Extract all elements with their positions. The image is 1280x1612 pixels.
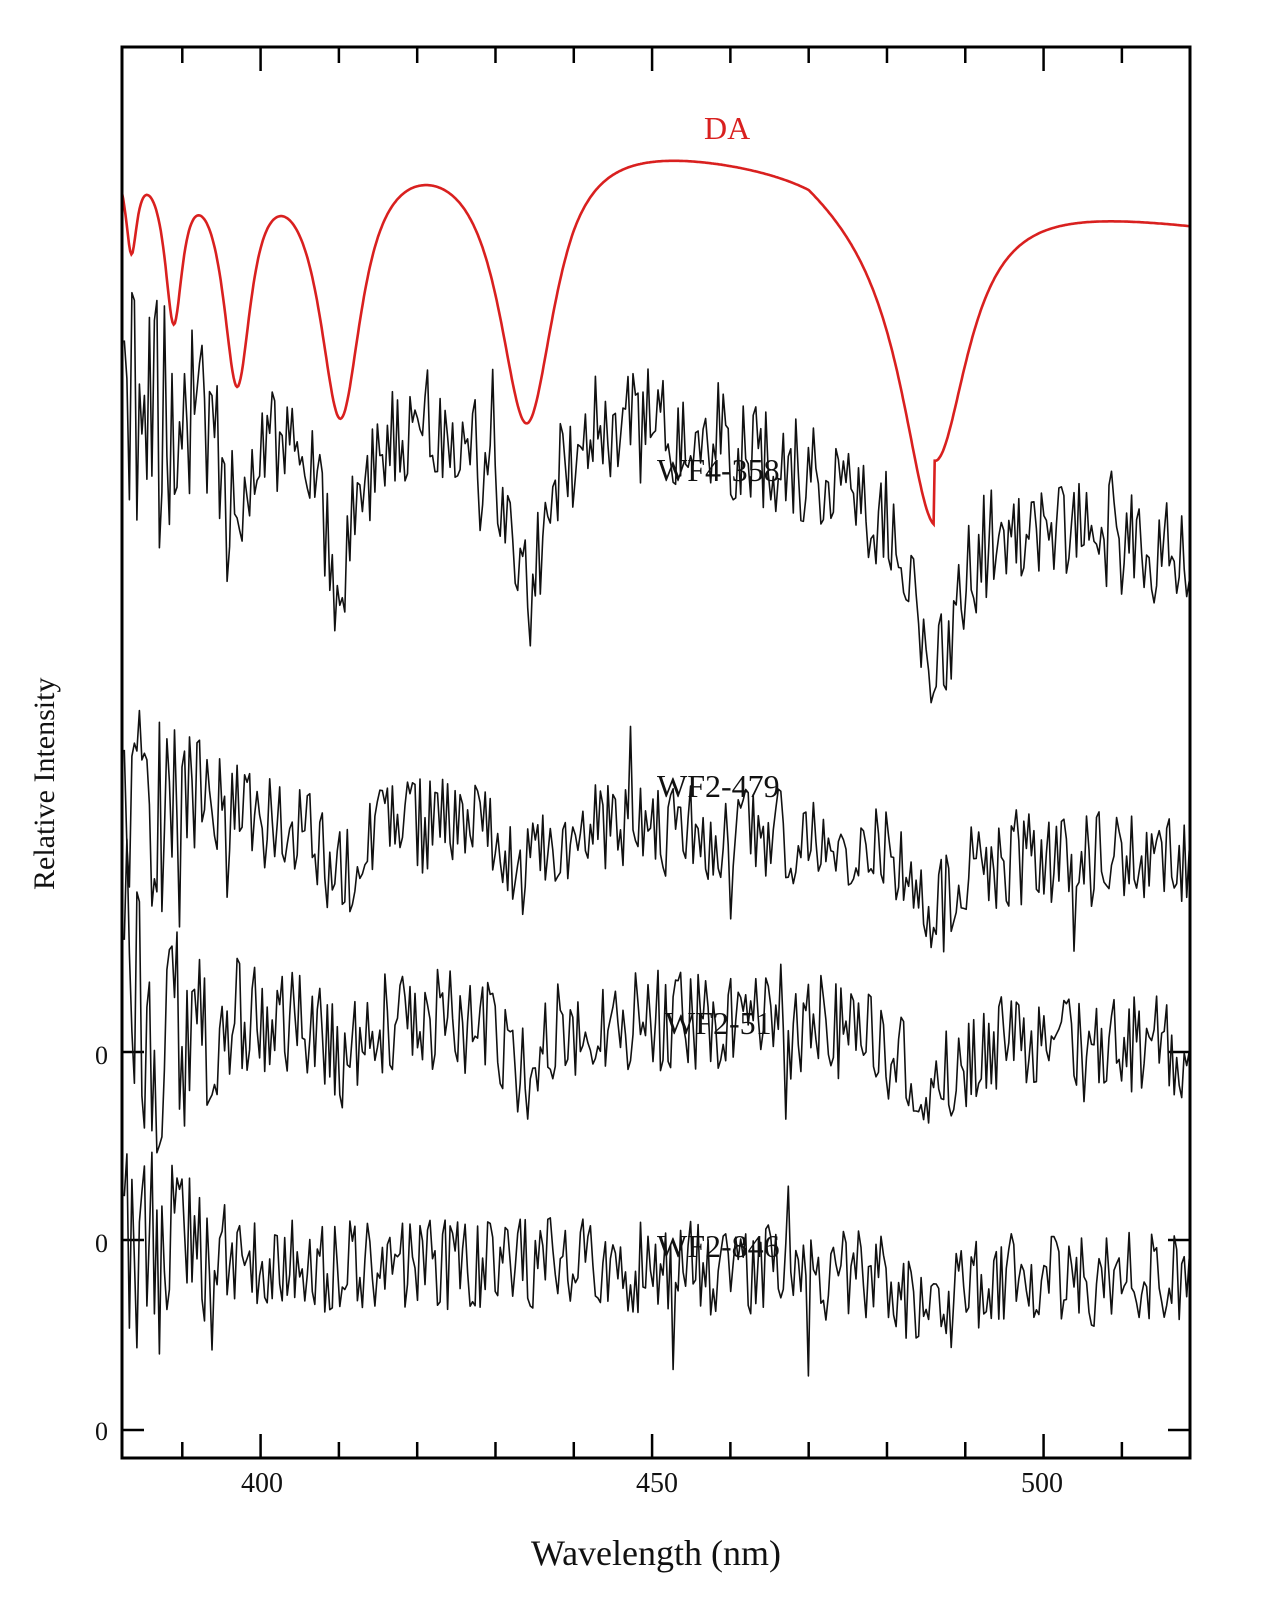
axis-ticks	[122, 47, 1190, 1458]
x-tick-label-500: 500	[1021, 1468, 1063, 1499]
plot-frame	[120, 45, 1192, 1460]
x-tick-label-400: 400	[241, 1468, 283, 1499]
series-label-wf2-51: WF2-51	[665, 1005, 772, 1041]
y-axis-label: Relative Intensity	[28, 677, 61, 890]
series-label-wf2-846: WF2-846	[657, 1228, 780, 1264]
series-label-da: DA	[704, 110, 751, 146]
y-zero-label-wf2-479: 0	[95, 1041, 108, 1070]
x-axis-label: Wavelength (nm)	[530, 1533, 781, 1573]
series-wf2-846-curve	[123, 1151, 1190, 1377]
series-wf4-358-curve	[123, 291, 1190, 704]
spectra-curves	[120, 159, 1190, 1377]
series-label-wf2-479: WF2-479	[657, 768, 780, 804]
y-zero-label-wf2-846: 0	[95, 1417, 108, 1446]
series-wf2-51-curve	[123, 838, 1190, 1154]
y-zero-label-wf2-51: 0	[95, 1229, 108, 1258]
series-da-curve	[120, 159, 1190, 528]
x-tick-label-450: 450	[636, 1468, 678, 1499]
series-label-wf4-358: WF4-358	[657, 452, 780, 488]
series-wf2-479-curve	[123, 709, 1190, 953]
